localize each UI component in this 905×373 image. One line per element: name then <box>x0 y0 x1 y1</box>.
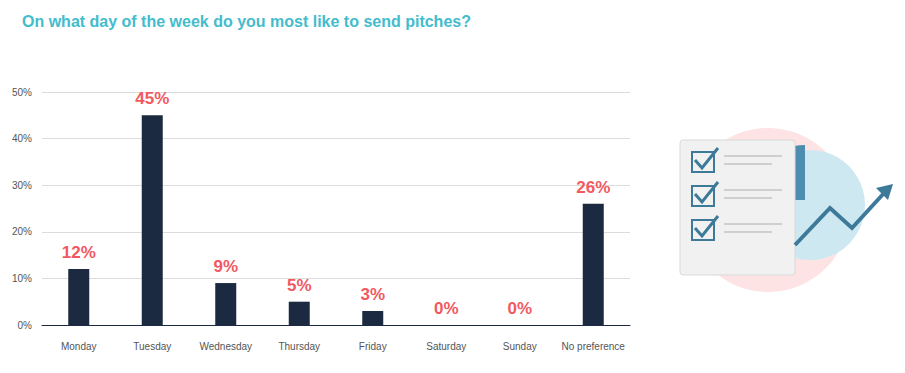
svg-text:Friday: Friday <box>359 341 387 352</box>
svg-text:26%: 26% <box>576 178 610 197</box>
svg-text:9%: 9% <box>213 257 238 276</box>
svg-text:Thursday: Thursday <box>278 341 320 352</box>
svg-text:50%: 50% <box>12 87 32 98</box>
svg-text:12%: 12% <box>62 243 96 262</box>
svg-text:30%: 30% <box>12 180 32 191</box>
svg-text:No preference: No preference <box>562 341 626 352</box>
svg-text:0%: 0% <box>507 299 532 318</box>
svg-text:3%: 3% <box>360 285 385 304</box>
svg-text:Wednesday: Wednesday <box>199 341 252 352</box>
svg-text:5%: 5% <box>287 276 312 295</box>
svg-text:Monday: Monday <box>61 341 97 352</box>
svg-text:Saturday: Saturday <box>426 341 466 352</box>
svg-text:Tuesday: Tuesday <box>133 341 171 352</box>
svg-text:Sunday: Sunday <box>503 341 537 352</box>
svg-text:0%: 0% <box>18 320 33 331</box>
svg-text:On what day of the week do you: On what day of the week do you most like… <box>22 13 471 30</box>
svg-text:10%: 10% <box>12 273 32 284</box>
svg-text:20%: 20% <box>12 226 32 237</box>
svg-text:0%: 0% <box>434 299 459 318</box>
svg-text:40%: 40% <box>12 133 32 144</box>
svg-text:45%: 45% <box>135 89 169 108</box>
